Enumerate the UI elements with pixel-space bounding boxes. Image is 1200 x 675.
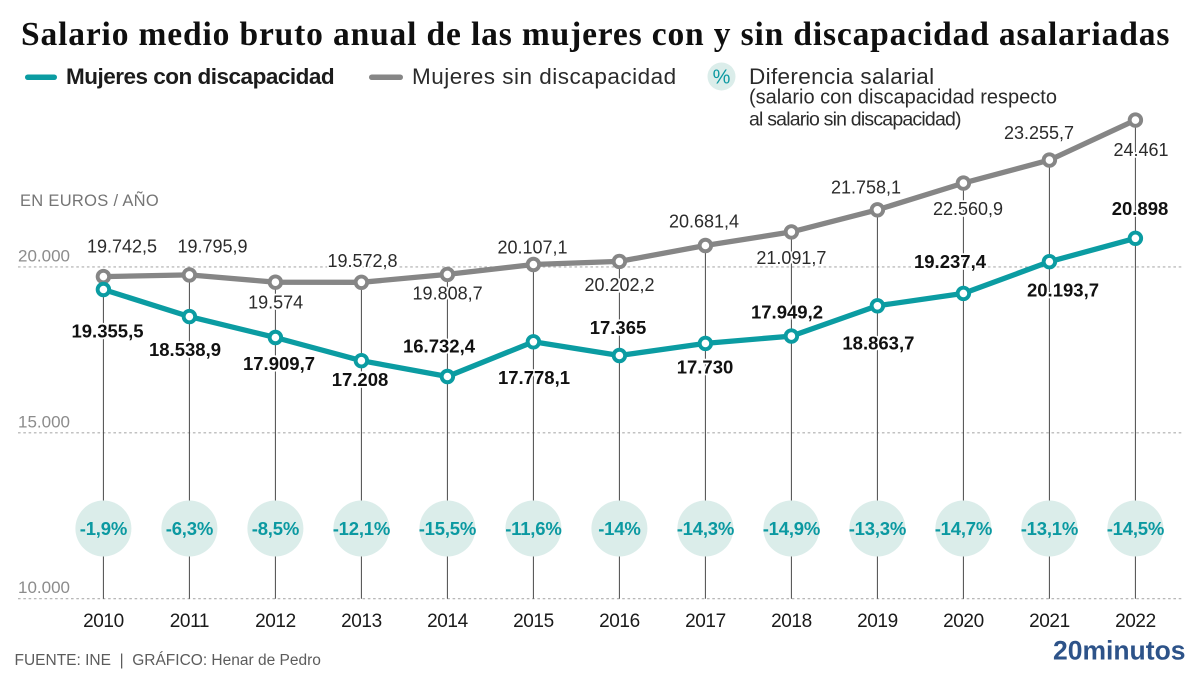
svg-text:2015: 2015 xyxy=(513,611,554,632)
svg-text:20.107,1: 20.107,1 xyxy=(497,238,567,258)
svg-text:2016: 2016 xyxy=(599,611,640,632)
svg-text:19.742,5: 19.742,5 xyxy=(87,237,157,257)
svg-text:17.730: 17.730 xyxy=(677,356,734,377)
svg-text:21.758,1: 21.758,1 xyxy=(831,177,901,197)
svg-text:20.000: 20.000 xyxy=(18,246,70,265)
svg-text:-12,1%: -12,1% xyxy=(333,518,390,539)
svg-text:20.898: 20.898 xyxy=(1112,198,1169,219)
svg-text:18.538,9: 18.538,9 xyxy=(149,339,221,360)
svg-text:17.365: 17.365 xyxy=(590,317,647,338)
svg-text:-14,9%: -14,9% xyxy=(763,518,820,539)
svg-text:23.255,7: 23.255,7 xyxy=(1004,123,1074,143)
svg-text:19.808,7: 19.808,7 xyxy=(413,283,483,303)
svg-text:-11,6%: -11,6% xyxy=(505,518,561,539)
svg-text:Mujeres sin discapacidad: Mujeres sin discapacidad xyxy=(412,64,677,89)
svg-text:-14%: -14% xyxy=(598,518,640,539)
svg-text:Salario medio bruto anual de l: Salario medio bruto anual de las mujeres… xyxy=(21,16,1170,53)
svg-text:17.778,1: 17.778,1 xyxy=(498,367,570,388)
svg-text:2012: 2012 xyxy=(255,611,296,632)
svg-text:-6,3%: -6,3% xyxy=(166,518,213,539)
svg-text:17.208: 17.208 xyxy=(332,369,389,390)
svg-text:-14,5%: -14,5% xyxy=(1107,518,1164,539)
svg-text:-1,9%: -1,9% xyxy=(80,518,127,539)
svg-text:2021: 2021 xyxy=(1029,611,1070,632)
svg-text:20.681,4: 20.681,4 xyxy=(669,212,739,232)
svg-text:al salario sin discapacidad): al salario sin discapacidad) xyxy=(749,109,961,131)
svg-text:EN EUROS / AÑO: EN EUROS / AÑO xyxy=(20,190,159,210)
svg-text:16.732,4: 16.732,4 xyxy=(403,336,476,357)
svg-text:2019: 2019 xyxy=(857,611,898,632)
svg-text:-15,5%: -15,5% xyxy=(419,518,476,539)
svg-text:2014: 2014 xyxy=(427,611,469,632)
svg-text:22.560,9: 22.560,9 xyxy=(933,199,1003,219)
svg-text:2017: 2017 xyxy=(685,611,726,632)
svg-text:19.574: 19.574 xyxy=(248,293,303,313)
svg-text:17.949,2: 17.949,2 xyxy=(751,301,823,322)
svg-text:19.795,9: 19.795,9 xyxy=(177,237,247,257)
svg-text:2020: 2020 xyxy=(943,611,984,632)
svg-text:-13,1%: -13,1% xyxy=(1021,518,1078,539)
svg-text:20minutos: 20minutos xyxy=(1053,636,1186,666)
svg-text:Diferencia salarial: Diferencia salarial xyxy=(749,64,934,89)
svg-text:2013: 2013 xyxy=(341,611,382,632)
svg-text:20.202,2: 20.202,2 xyxy=(584,275,654,295)
svg-text:2011: 2011 xyxy=(170,611,209,632)
svg-text:21.091,7: 21.091,7 xyxy=(756,248,826,268)
svg-text:15.000: 15.000 xyxy=(18,412,70,431)
svg-text:10.000: 10.000 xyxy=(18,578,70,597)
svg-text:20.193,7: 20.193,7 xyxy=(1027,280,1099,301)
svg-text:(salario con discapacidad resp: (salario con discapacidad respecto xyxy=(749,87,1057,109)
svg-text:FUENTE: INE | GRÁFICO: Henar: FUENTE: INE | GRÁFICO: Henar de Pedro xyxy=(15,652,321,669)
svg-text:2022: 2022 xyxy=(1115,611,1156,632)
svg-text:2018: 2018 xyxy=(771,611,812,632)
svg-text:-8,5%: -8,5% xyxy=(252,518,299,539)
svg-text:19.237,4: 19.237,4 xyxy=(914,251,987,272)
svg-text:2010: 2010 xyxy=(83,611,124,632)
svg-text:18.863,7: 18.863,7 xyxy=(842,332,914,353)
svg-text:Mujeres con discapacidad: Mujeres con discapacidad xyxy=(66,64,334,89)
svg-text:-14,7%: -14,7% xyxy=(935,518,992,539)
svg-text:%: % xyxy=(713,67,731,89)
svg-text:-14,3%: -14,3% xyxy=(677,518,734,539)
svg-text:-13,3%: -13,3% xyxy=(849,518,906,539)
svg-text:19.355,5: 19.355,5 xyxy=(71,321,143,342)
svg-text:17.909,7: 17.909,7 xyxy=(243,353,315,374)
svg-text:19.572,8: 19.572,8 xyxy=(327,251,397,271)
svg-text:24.461: 24.461 xyxy=(1113,140,1168,160)
